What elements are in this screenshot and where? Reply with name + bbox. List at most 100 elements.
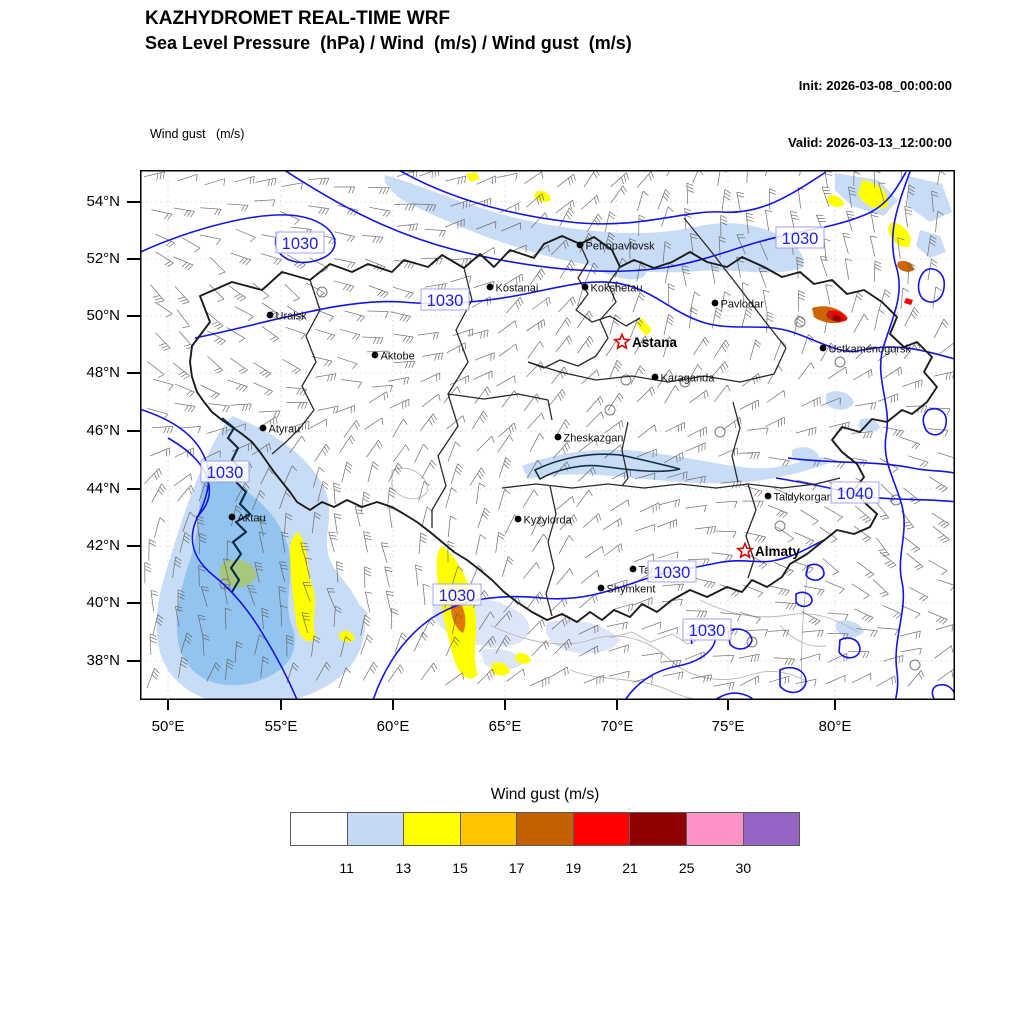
city-dot-icon — [486, 283, 494, 291]
lon-tick-label: 50°E — [151, 718, 185, 735]
weather-map: Petropavlovsk Kostanai Kokshetau Pavlodar Ur… — [140, 170, 955, 700]
city-label: Karaganda — [661, 373, 716, 385]
lon-tick-label: 55°E — [264, 718, 298, 735]
colorbar-tick-label: 25 — [678, 860, 695, 876]
contour-label-1030: 1030 — [420, 288, 470, 311]
lon-tick — [167, 700, 169, 710]
city-petropavlovsk: Petropavlovsk — [576, 241, 655, 253]
colorbar-segment — [346, 813, 404, 845]
colorbar-segment — [516, 813, 573, 845]
city-label: Kokshetau — [591, 283, 643, 295]
contour-label-1030: 1030 — [647, 560, 697, 583]
lat-tick — [127, 430, 140, 432]
lon-tick-label: 60°E — [376, 718, 410, 735]
city-aktobe: Aktobe — [371, 351, 415, 363]
city-label: Pavlodar — [721, 299, 765, 311]
colorbar-segment — [459, 813, 517, 845]
contour-value: 1030 — [282, 235, 319, 253]
lat-tick-label: 44°N — [86, 480, 120, 497]
city-taldykorgan: Taldykorgan — [764, 492, 833, 504]
colorbar-segment — [629, 813, 686, 845]
lat-tick — [127, 602, 140, 604]
contour-value: 1030 — [782, 230, 819, 248]
map-canvas: Petropavlovsk Kostanai Kokshetau Pavlodar Ur… — [140, 170, 955, 700]
colorbar-segment — [572, 813, 630, 845]
colorbar-tick-label: 11 — [339, 860, 354, 876]
city-uralsk: Uralsk — [266, 311, 308, 323]
city-dot-icon — [819, 344, 827, 352]
contour-label-1030: 1030 — [682, 618, 732, 641]
city-label: Aktobe — [381, 351, 415, 363]
lat-tick-label: 52°N — [86, 250, 120, 267]
city-dot-icon — [576, 241, 584, 249]
page-title: KAZHYDROMET REAL-TIME WRF — [145, 8, 451, 29]
capital-star-icon — [735, 541, 755, 559]
contour-labels: 1030 1030 1030 1030 1040 1030 1030 1030 — [200, 226, 880, 641]
city-dot-icon — [711, 299, 719, 307]
colorbar-title: Wind gust (m/s) — [490, 786, 600, 803]
city-astana: Astana — [612, 332, 678, 350]
city-dot-icon — [651, 373, 659, 381]
lat-tick-label: 38°N — [86, 652, 120, 669]
valid-time: Valid: 2026-03-13_12:00:00 — [787, 135, 952, 150]
lon-tick-label: 70°E — [600, 718, 634, 735]
city-dot-icon — [259, 424, 267, 432]
lat-tick — [127, 201, 140, 203]
run-info: Init: 2026-03-08_00:00:00 Valid: 2026-03… — [640, 38, 952, 171]
contour-value: 1030 — [439, 587, 476, 605]
lat-tick-label: 40°N — [86, 594, 120, 611]
city-dot-icon — [597, 584, 605, 592]
init-time: Init: 2026-03-08_00:00:00 — [798, 78, 952, 93]
colorbar-segment — [403, 813, 460, 845]
city-aktau: Aktau — [228, 513, 266, 525]
city-almaty: Almaty — [735, 541, 801, 559]
colorbar-tick-label: 15 — [452, 860, 468, 876]
city-markers: Petropavlovsk Kostanai Kokshetau Pavlodar Ur… — [228, 241, 912, 596]
city-label: Aktau — [238, 513, 266, 525]
city-dot-icon — [629, 565, 637, 573]
caspian-coastline — [221, 417, 252, 593]
city-karaganda: Karaganda — [651, 373, 716, 385]
lon-tick-label: 80°E — [818, 718, 852, 735]
lat-tick-label: 54°N — [86, 193, 120, 210]
capital-star-icon — [612, 332, 632, 350]
city-shymkent: Shymkent — [597, 584, 655, 596]
contour-label-1030: 1030 — [200, 460, 250, 483]
contour-label-1040: 1040 — [830, 481, 880, 504]
city-dot-icon — [554, 433, 562, 441]
lat-tick-label: 42°N — [86, 537, 120, 554]
contour-value: 1030 — [654, 564, 691, 582]
lon-tick — [727, 700, 729, 710]
lat-tick — [127, 315, 140, 317]
map-frame — [140, 170, 955, 700]
lat-tick-label: 50°N — [86, 307, 120, 324]
city-dot-icon — [266, 311, 274, 319]
map-layers: Petropavlovsk Kostanai Kokshetau Pavlodar Ur… — [141, 171, 954, 699]
wind-gust-colorbar — [290, 812, 800, 846]
city-label: Uralsk — [276, 311, 308, 323]
pressure-contours — [141, 171, 954, 699]
city-kostanai: Kostanai — [486, 283, 538, 295]
lat-tick — [127, 545, 140, 547]
city-label: Zheskazgan — [564, 433, 624, 445]
contour-label-1030: 1030 — [775, 226, 825, 249]
city-dot-icon — [764, 492, 772, 500]
city-ustkamenogorsk: Ustkamenogorsk — [819, 344, 912, 356]
lake-balkhash-outline — [533, 453, 681, 481]
colorbar-tick-label: 21 — [622, 860, 638, 876]
lon-tick — [834, 700, 836, 710]
city-label: Kyzylorda — [524, 515, 573, 527]
contour-value: 1030 — [207, 464, 244, 482]
contour-value: 1040 — [837, 485, 874, 503]
colorbar-segment — [291, 813, 347, 845]
lat-tick-label: 46°N — [86, 422, 120, 439]
page-subtitle: Sea Level Pressure (hPa) / Wind (m/s) / … — [145, 33, 632, 53]
lon-tick — [392, 700, 394, 710]
lon-tick-label: 65°E — [488, 718, 522, 735]
lat-tick — [127, 372, 140, 374]
lat-tick — [127, 258, 140, 260]
city-label: Astana — [632, 335, 678, 350]
city-kyzylorda: Kyzylorda — [514, 515, 573, 527]
lat-tick-label: 48°N — [86, 364, 120, 381]
city-kokshetau: Kokshetau — [581, 283, 643, 295]
